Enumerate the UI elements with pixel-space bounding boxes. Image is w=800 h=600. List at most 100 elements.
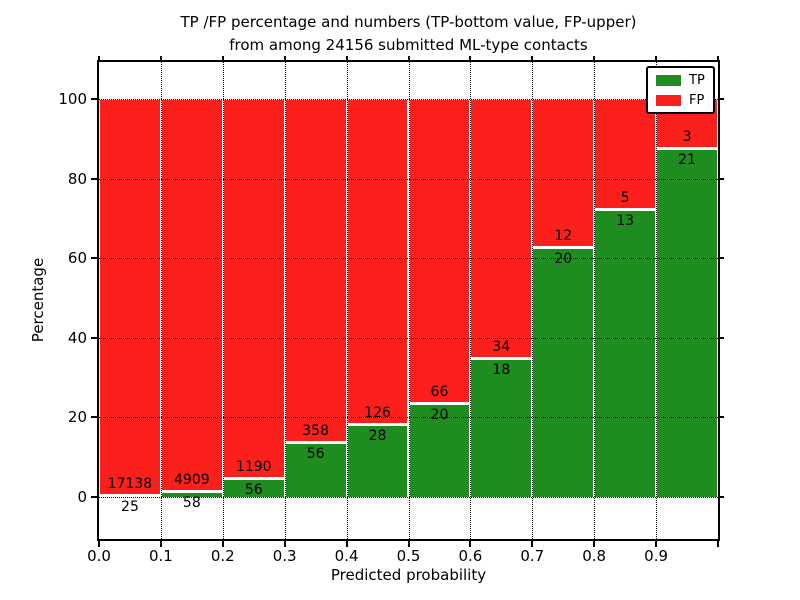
y-tick-mark-right <box>720 336 724 339</box>
x-tick-mark <box>531 541 534 547</box>
tp-count-label: 21 <box>678 151 696 168</box>
plot-inner: 17138 25 4909 58 1190 56 358 56 126 28 66 20 34 18 12 2… <box>99 62 718 539</box>
bar-tp-segment <box>532 248 595 497</box>
y-tick-mark <box>91 177 97 180</box>
fp-count-label: 5 <box>620 189 630 206</box>
x-tick-mark <box>655 541 658 547</box>
bar-fp-segment <box>160 99 223 493</box>
fp-count-label: 1190 <box>235 459 272 476</box>
gridline-vertical <box>532 62 534 539</box>
gridline-vertical <box>222 62 224 539</box>
gridline-vertical <box>656 62 658 539</box>
fp-count-label: 66 <box>430 384 449 401</box>
y-tick-label: 80 <box>67 169 87 188</box>
tp-swatch <box>656 74 681 86</box>
bar-fp-segment <box>222 99 285 480</box>
y-tick-mark <box>91 98 97 100</box>
chart-title: TP /FP percentage and numbers (TP-bottom… <box>97 11 720 57</box>
gridline-vertical <box>470 62 472 539</box>
bar-tp-segment <box>284 443 347 497</box>
x-tick-mark-top <box>717 56 719 60</box>
bar-tp-segment <box>594 209 657 497</box>
y-tick-mark <box>91 496 97 498</box>
tp-count-label: 56 <box>244 482 263 499</box>
x-tick-label: 0.2 <box>210 547 235 565</box>
x-tick-mark-top <box>655 56 658 60</box>
x-tick-mark-top <box>531 56 534 60</box>
bar-tp-segment <box>470 359 533 497</box>
bar-fp-segment <box>408 99 471 405</box>
gridline-vertical <box>594 62 596 539</box>
bar-fp-segment <box>470 99 533 360</box>
bar-fp-segment <box>99 99 161 497</box>
fp-swatch <box>656 94 681 106</box>
bar-fp-segment <box>284 99 347 444</box>
x-tick-mark <box>345 541 348 547</box>
y-tick-mark-right <box>720 177 724 180</box>
y-tick-mark-right <box>720 496 724 498</box>
chart-title-line1: TP /FP percentage and numbers (TP-bottom… <box>180 13 637 31</box>
x-tick-label: 0.4 <box>334 547 359 565</box>
x-tick-mark <box>159 541 162 547</box>
legend: TP FP <box>646 66 715 114</box>
x-tick-mark-top <box>98 56 100 60</box>
gridline-vertical <box>408 62 410 539</box>
x-tick-mark-top <box>407 56 410 60</box>
tp-count-label: 20 <box>430 407 449 424</box>
tp-count-label: 18 <box>492 362 511 379</box>
tp-count-label: 58 <box>182 495 201 512</box>
y-tick-mark-right <box>720 416 724 419</box>
bar-fp-segment <box>346 99 409 425</box>
y-tick-label: 100 <box>58 90 87 108</box>
x-tick-mark <box>593 541 596 547</box>
x-tick-label: 0.6 <box>458 547 483 565</box>
x-tick-mark-top <box>345 56 348 60</box>
tp-count-label: 28 <box>368 427 387 444</box>
x-tick-label: 0.1 <box>148 547 173 565</box>
y-tick-label: 0 <box>77 488 87 506</box>
fp-count-label: 126 <box>364 404 391 421</box>
x-tick-mark <box>98 541 100 547</box>
x-tick-mark <box>221 541 224 547</box>
fp-count-label: 4909 <box>174 472 210 489</box>
legend-label: TP <box>689 72 705 88</box>
x-tick-mark-top <box>159 56 162 60</box>
x-tick-mark <box>407 541 410 547</box>
gridline-vertical <box>284 62 286 539</box>
bar-tp-segment <box>346 424 409 497</box>
legend-label: FP <box>689 92 705 108</box>
fp-count-label: 34 <box>492 339 511 356</box>
gridline-vertical <box>346 62 348 539</box>
bar-fp-segment <box>532 99 595 249</box>
x-tick-label: 0.5 <box>396 547 421 565</box>
tp-count-label: 25 <box>121 499 139 516</box>
x-tick-label: 0.7 <box>520 547 545 565</box>
fp-count-label: 17138 <box>107 476 153 493</box>
fp-count-label: 358 <box>302 423 329 440</box>
gridline-vertical <box>160 62 162 539</box>
fp-count-label: 12 <box>554 228 573 245</box>
plot-area: 17138 25 4909 58 1190 56 358 56 126 28 66 20 34 18 12 2… <box>97 60 720 541</box>
x-tick-label: 0.8 <box>582 547 607 565</box>
y-tick-mark <box>91 336 97 339</box>
y-tick-label: 40 <box>67 328 87 347</box>
x-tick-label: 0.0 <box>87 547 111 565</box>
y-axis-label: Percentage <box>29 257 47 343</box>
chart-title-line2: from among 24156 submitted ML-type conta… <box>229 36 588 54</box>
x-tick-mark-top <box>593 56 596 60</box>
legend-row: TP <box>656 73 705 87</box>
bar-tp-segment <box>408 404 471 497</box>
x-tick-label: 0.9 <box>644 547 669 565</box>
legend-row: FP <box>656 93 705 107</box>
tp-count-label: 20 <box>554 251 573 268</box>
tp-count-label: 56 <box>306 446 325 463</box>
x-tick-mark <box>283 541 286 547</box>
y-tick-mark <box>91 257 97 260</box>
bar-tp-segment <box>99 496 161 498</box>
fp-count-label: 3 <box>682 128 692 145</box>
y-tick-mark <box>91 416 97 419</box>
x-tick-mark-top <box>283 56 286 60</box>
x-axis-label: Predicted probability <box>330 566 487 584</box>
x-tick-mark-top <box>469 56 472 60</box>
x-tick-mark <box>469 541 472 547</box>
